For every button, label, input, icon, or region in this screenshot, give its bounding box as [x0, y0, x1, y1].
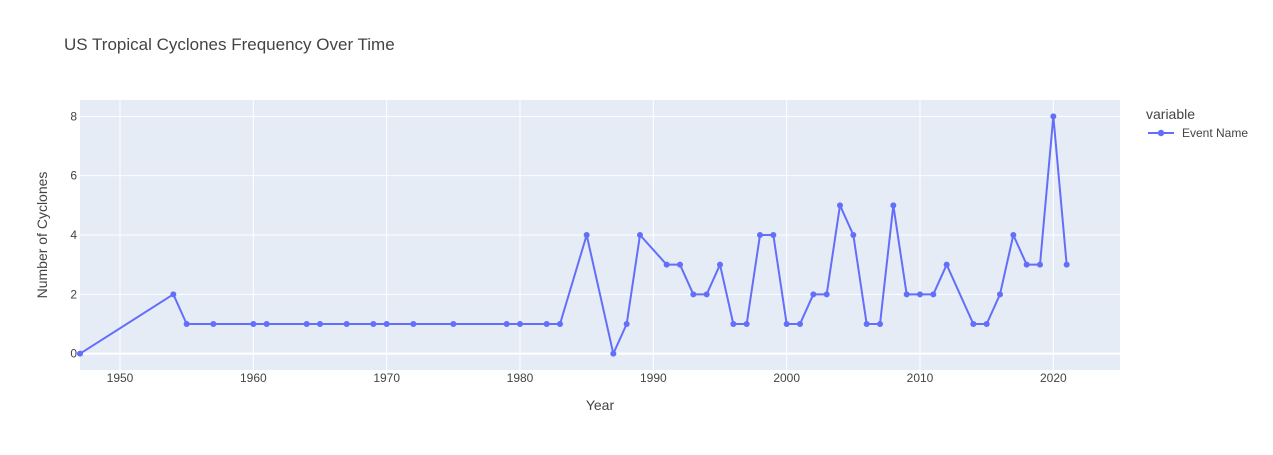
y-tick-label: 0: [70, 347, 77, 361]
x-tick-label: 1990: [640, 371, 667, 385]
data-point[interactable]: [303, 321, 310, 328]
data-point[interactable]: [850, 232, 857, 238]
legend: variable Event Name: [1146, 106, 1248, 140]
data-point[interactable]: [797, 321, 803, 328]
series-event-name: [77, 113, 1070, 357]
data-point[interactable]: [503, 321, 510, 328]
y-tick-label: 4: [70, 228, 77, 242]
legend-marker-swatch: [1157, 129, 1165, 137]
data-point[interactable]: [317, 321, 323, 328]
data-point[interactable]: [677, 261, 683, 268]
data-point[interactable]: [1063, 261, 1070, 268]
x-axis-ticks: 1950 1960 1970 1980 1990 2000 2010 2020: [107, 371, 1067, 385]
data-point[interactable]: [343, 321, 350, 328]
data-point[interactable]: [383, 321, 390, 328]
data-point[interactable]: [877, 321, 883, 328]
data-point[interactable]: [210, 321, 217, 328]
data-point[interactable]: [517, 321, 523, 328]
data-point[interactable]: [557, 321, 563, 328]
y-axis-title: Number of Cyclones: [34, 172, 50, 299]
x-tick-label: 2000: [773, 371, 800, 385]
x-tick-label: 1970: [373, 371, 400, 385]
data-point[interactable]: [943, 261, 950, 268]
data-point[interactable]: [997, 291, 1003, 298]
x-tick-label: 2010: [907, 371, 934, 385]
data-point[interactable]: [823, 291, 830, 298]
data-point[interactable]: [183, 321, 190, 328]
x-axis-title: Year: [586, 397, 615, 413]
data-point[interactable]: [663, 261, 670, 268]
data-point[interactable]: [837, 202, 843, 209]
data-point[interactable]: [970, 321, 977, 328]
data-point[interactable]: [730, 321, 737, 328]
data-point[interactable]: [690, 291, 697, 298]
data-point[interactable]: [610, 350, 617, 357]
data-point[interactable]: [263, 321, 270, 328]
data-point[interactable]: [703, 291, 710, 298]
data-point[interactable]: [903, 291, 910, 298]
data-point[interactable]: [983, 321, 990, 328]
chart-title: US Tropical Cyclones Frequency Over Time: [64, 35, 395, 54]
data-point[interactable]: [717, 261, 723, 268]
x-tick-label: 1950: [107, 371, 134, 385]
data-point[interactable]: [1037, 261, 1043, 268]
data-point[interactable]: [170, 291, 177, 298]
y-axis-ticks: 0 2 4 6 8: [70, 109, 77, 360]
x-tick-label: 1980: [507, 371, 534, 385]
data-point[interactable]: [543, 321, 550, 328]
data-point[interactable]: [1010, 232, 1017, 238]
data-point[interactable]: [623, 321, 630, 328]
legend-title: variable: [1146, 106, 1195, 122]
legend-item-event-name[interactable]: Event Name: [1148, 126, 1248, 140]
x-tick-label: 1960: [240, 371, 267, 385]
data-point[interactable]: [890, 202, 897, 209]
legend-label: Event Name: [1182, 126, 1248, 140]
data-point[interactable]: [637, 232, 643, 238]
data-point[interactable]: [863, 321, 870, 328]
y-tick-label: 8: [70, 109, 77, 123]
data-point[interactable]: [77, 350, 83, 357]
data-point[interactable]: [917, 291, 923, 298]
data-point[interactable]: [450, 321, 457, 328]
y-tick-label: 6: [70, 169, 77, 183]
data-point[interactable]: [370, 321, 377, 328]
data-point[interactable]: [583, 232, 590, 238]
data-point[interactable]: [250, 321, 257, 328]
data-point[interactable]: [810, 291, 817, 298]
y-tick-label: 2: [70, 287, 77, 301]
data-point[interactable]: [770, 232, 777, 238]
data-point[interactable]: [743, 321, 750, 328]
data-point[interactable]: [1023, 261, 1030, 268]
data-point[interactable]: [783, 321, 790, 328]
x-tick-label: 2020: [1040, 371, 1067, 385]
data-point[interactable]: [1050, 113, 1057, 120]
data-point[interactable]: [757, 232, 763, 238]
data-point[interactable]: [410, 321, 417, 328]
data-point[interactable]: [930, 291, 937, 298]
